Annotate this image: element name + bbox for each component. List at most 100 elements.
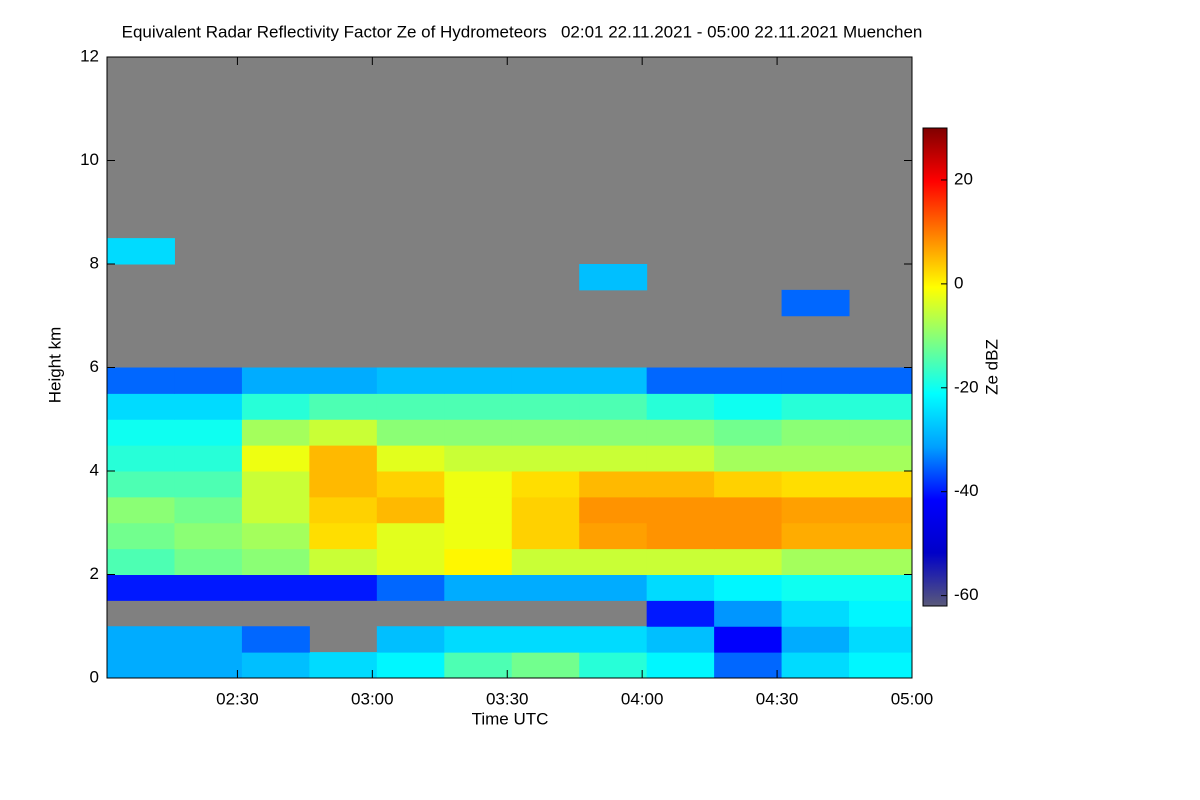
heatmap-cell: [849, 652, 913, 679]
heatmap-cell: [241, 626, 310, 653]
heatmap-cell: [511, 548, 580, 575]
heatmap-cell: [174, 419, 243, 446]
x-tick-label: 04:00: [621, 689, 664, 708]
heatmap-cell: [107, 574, 175, 601]
heatmap-cell: [174, 496, 243, 524]
heatmap-cell: [511, 367, 580, 394]
heatmap-cell: [376, 496, 445, 524]
heatmap-cell: [241, 419, 310, 446]
colorbar-tick-label: 20: [954, 169, 973, 188]
heatmap-cell: [241, 548, 310, 575]
heatmap-cell: [241, 367, 310, 394]
heatmap-cell: [579, 264, 648, 291]
heatmap-cell: [444, 652, 513, 679]
heatmap-cell: [174, 522, 243, 550]
x-tick-label: 02:30: [216, 689, 259, 708]
heatmap-cell: [646, 652, 715, 679]
heatmap-cell: [781, 289, 850, 317]
heatmap-cell: [714, 600, 783, 627]
heatmap-cell: [849, 367, 913, 394]
heatmap-cell: [579, 548, 648, 575]
heatmap-cell: [107, 522, 175, 550]
x-tick-label: 03:30: [486, 689, 529, 708]
heatmap-cell: [174, 393, 243, 420]
heatmap-cell: [376, 626, 445, 653]
heatmap-cell: [579, 471, 648, 498]
heatmap-cell: [781, 393, 850, 420]
heatmap-cell: [579, 522, 648, 550]
heatmap-cell: [579, 419, 648, 446]
heatmap-cell: [444, 496, 513, 524]
heatmap-cell: [849, 548, 913, 575]
heatmap-cell: [781, 496, 850, 524]
heatmap-cell: [511, 652, 580, 679]
heatmap-cell: [579, 626, 648, 653]
heatmap-cell: [241, 445, 310, 472]
heatmap-cell: [849, 445, 913, 472]
heatmap-cell: [376, 445, 445, 472]
colorbar-tick-label: -20: [954, 377, 979, 396]
heatmap-cell: [444, 626, 513, 653]
heatmap-cell: [107, 367, 175, 394]
heatmap-cell: [107, 548, 175, 575]
colorbar: [922, 127, 948, 607]
heatmap-cell: [174, 471, 243, 498]
heatmap-cell: [511, 471, 580, 498]
heatmap-cell: [241, 652, 310, 679]
heatmap-cell: [849, 522, 913, 550]
heatmap-cell: [241, 471, 310, 498]
heatmap-cell: [309, 445, 378, 472]
heatmap-cell: [579, 496, 648, 524]
heatmap-cell: [511, 445, 580, 472]
heatmap-cell: [376, 548, 445, 575]
heatmap-cell: [444, 522, 513, 550]
heatmap-cell: [444, 548, 513, 575]
heatmap-cell: [376, 471, 445, 498]
heatmap-cell: [241, 496, 310, 524]
heatmap-cell: [511, 626, 580, 653]
heatmap-cell: [309, 393, 378, 420]
heatmap-cell: [511, 496, 580, 524]
heatmap-cell: [241, 522, 310, 550]
heatmap-cell: [444, 574, 513, 601]
heatmap-cell: [107, 652, 175, 679]
heatmap-cell: [107, 393, 175, 420]
x-axis-label: Time UTC: [472, 709, 549, 728]
heatmap-cell: [579, 652, 648, 679]
heatmap-cell: [309, 548, 378, 575]
heatmap-cell: [849, 574, 913, 601]
x-tick-label: 04:30: [756, 689, 799, 708]
heatmap-cell: [646, 548, 715, 575]
heatmap-cell: [714, 367, 783, 394]
y-tick-label: 0: [90, 667, 99, 686]
heatmap-cell: [376, 419, 445, 446]
heatmap-cell: [376, 393, 445, 420]
heatmap-cell: [241, 393, 310, 420]
heatmap-cell: [714, 393, 783, 420]
heatmap-cell: [714, 445, 783, 472]
heatmap-cell: [579, 367, 648, 394]
chart-title: Equivalent Radar Reflectivity Factor Ze …: [122, 22, 923, 41]
heatmap-cell: [781, 574, 850, 601]
heatmap-cell: [511, 393, 580, 420]
heatmap-cell: [444, 445, 513, 472]
y-tick-label: 2: [90, 564, 99, 583]
heatmap-cell: [579, 393, 648, 420]
heatmap-cell: [849, 496, 913, 524]
heatmap-cell: [309, 419, 378, 446]
heatmap-cell: [107, 626, 175, 653]
heatmap-cell: [646, 600, 715, 627]
heatmap-cell: [444, 393, 513, 420]
heatmap-cell: [309, 574, 378, 601]
heatmap-cell: [781, 471, 850, 498]
heatmap-cell: [174, 548, 243, 575]
heatmap-cell: [107, 496, 175, 524]
heatmap-cell: [781, 445, 850, 472]
heatmap-cell: [107, 445, 175, 472]
heatmap-cell: [646, 574, 715, 601]
y-tick-label: 6: [90, 357, 99, 376]
x-tick-label: 03:00: [351, 689, 394, 708]
heatmap-cell: [781, 419, 850, 446]
heatmap-cell: [309, 471, 378, 498]
heatmap-cell: [646, 522, 715, 550]
